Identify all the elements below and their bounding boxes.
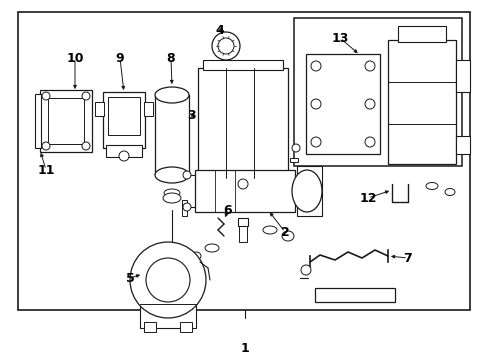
Circle shape <box>364 137 374 147</box>
Circle shape <box>310 99 320 109</box>
Bar <box>289 158 297 162</box>
Bar <box>397 26 445 42</box>
Ellipse shape <box>444 189 454 195</box>
Text: 9: 9 <box>116 51 124 64</box>
Bar <box>305 54 379 154</box>
Bar <box>203 60 283 70</box>
Text: 6: 6 <box>223 203 232 216</box>
Text: 12: 12 <box>359 192 376 204</box>
Bar <box>95 102 104 116</box>
Text: 11: 11 <box>37 163 55 176</box>
Bar <box>238 218 247 226</box>
Circle shape <box>364 61 374 71</box>
Circle shape <box>42 92 50 100</box>
Text: 3: 3 <box>187 108 196 122</box>
Ellipse shape <box>155 87 189 103</box>
Bar <box>155 95 189 175</box>
Bar <box>103 92 145 148</box>
Bar <box>296 166 321 216</box>
Bar <box>170 268 174 276</box>
Ellipse shape <box>425 183 437 189</box>
Text: 10: 10 <box>66 51 83 64</box>
Bar <box>180 322 192 332</box>
Ellipse shape <box>191 252 201 260</box>
Circle shape <box>146 258 190 302</box>
Ellipse shape <box>163 189 180 197</box>
Circle shape <box>42 142 50 150</box>
Text: 4: 4 <box>215 23 224 36</box>
Bar <box>198 68 287 178</box>
Ellipse shape <box>263 226 276 234</box>
Text: 1: 1 <box>240 342 249 355</box>
Text: 5: 5 <box>125 271 134 284</box>
Bar <box>314 288 394 302</box>
Circle shape <box>119 151 129 161</box>
Bar <box>48 98 84 144</box>
Text: 8: 8 <box>166 51 175 64</box>
Ellipse shape <box>155 167 189 183</box>
Ellipse shape <box>282 231 293 241</box>
Circle shape <box>310 61 320 71</box>
Bar <box>455 136 469 154</box>
Bar <box>108 97 140 135</box>
Circle shape <box>310 137 320 147</box>
Text: 13: 13 <box>331 32 348 45</box>
Ellipse shape <box>204 244 219 252</box>
Bar <box>387 40 455 164</box>
Bar <box>143 322 156 332</box>
Circle shape <box>218 38 234 54</box>
Circle shape <box>301 265 310 275</box>
Circle shape <box>82 142 90 150</box>
Ellipse shape <box>163 193 181 203</box>
Circle shape <box>183 171 191 179</box>
Bar <box>18 12 469 310</box>
Bar <box>182 200 186 216</box>
Bar <box>187 270 203 290</box>
Text: 2: 2 <box>280 225 289 239</box>
Bar <box>455 60 469 92</box>
Bar <box>293 18 461 166</box>
Circle shape <box>130 242 205 318</box>
Bar <box>40 90 92 152</box>
Bar <box>195 170 294 212</box>
Ellipse shape <box>291 170 321 212</box>
Bar <box>143 102 153 116</box>
Circle shape <box>82 92 90 100</box>
Circle shape <box>183 203 191 211</box>
Circle shape <box>364 99 374 109</box>
Circle shape <box>238 179 247 189</box>
Bar <box>106 145 142 157</box>
Bar <box>239 226 246 242</box>
Text: 7: 7 <box>403 252 411 265</box>
Bar <box>140 304 196 328</box>
Circle shape <box>291 144 299 152</box>
Bar <box>35 94 41 148</box>
Circle shape <box>212 32 240 60</box>
